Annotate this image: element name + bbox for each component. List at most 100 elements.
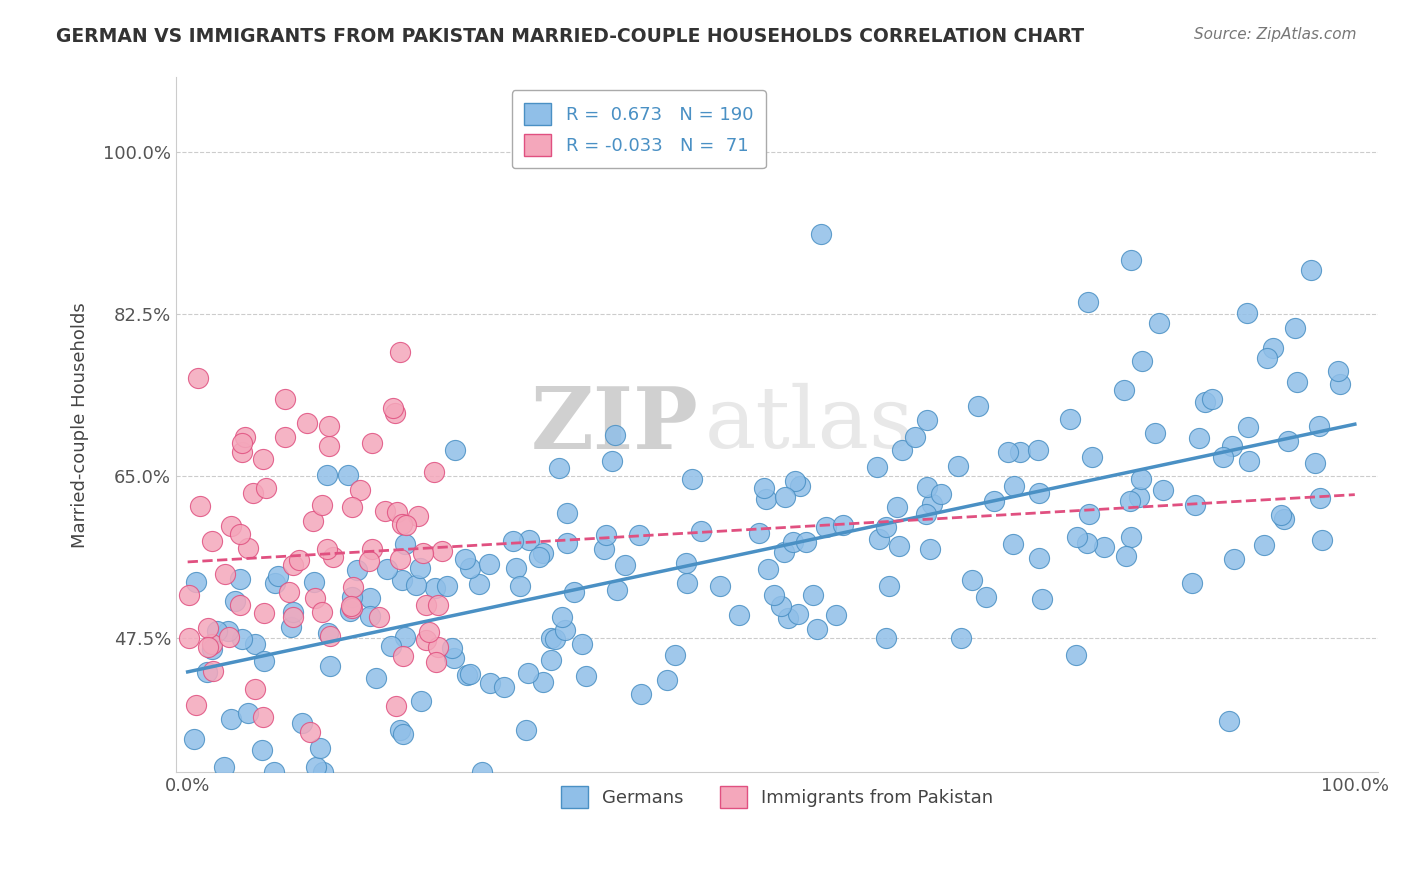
Point (440, 640, 463, 655)
Point (236, 541, 259, 556)
Point (915, 412, 938, 426)
Point (868, 532, 890, 546)
Point (252, 710, 274, 724)
Point (505, 560, 527, 574)
Point (494, 681, 516, 695)
Point (195, 665, 218, 680)
Point (1299, 262, 1322, 277)
Point (188, 499, 211, 513)
Point (229, 573, 252, 587)
Point (824, 607, 846, 622)
Point (794, 535, 817, 549)
Point (1188, 431, 1211, 445)
Point (266, 568, 288, 582)
Point (600, 454, 623, 468)
Point (1119, 530, 1142, 544)
Point (229, 527, 252, 541)
Point (664, 648, 686, 663)
Point (305, 760, 328, 774)
Point (1115, 549, 1137, 563)
Point (201, 637, 224, 651)
Text: ZIP: ZIP (531, 383, 699, 467)
Point (318, 439, 340, 453)
Point (783, 475, 806, 489)
Point (681, 471, 703, 485)
Point (1329, 376, 1351, 391)
Point (319, 659, 342, 673)
Point (709, 579, 731, 593)
Point (312, 765, 335, 780)
Point (184, 698, 207, 712)
Point (478, 558, 501, 572)
Point (763, 588, 786, 602)
Point (605, 428, 627, 442)
Point (502, 534, 524, 549)
Point (315, 542, 337, 557)
Point (929, 487, 952, 501)
Point (273, 430, 295, 444)
Point (509, 578, 531, 592)
Point (387, 505, 409, 519)
Point (342, 580, 364, 594)
Point (359, 591, 381, 605)
Point (1286, 375, 1309, 389)
Point (311, 606, 333, 620)
Point (997, 445, 1019, 459)
Point (575, 669, 598, 683)
Point (1184, 498, 1206, 512)
Point (299, 725, 322, 739)
Point (1128, 491, 1150, 505)
Point (233, 430, 256, 444)
Point (184, 575, 207, 590)
Point (179, 588, 201, 602)
Point (456, 668, 478, 682)
Point (810, 227, 832, 241)
Point (516, 666, 538, 681)
Point (304, 591, 326, 606)
Point (183, 732, 205, 747)
Point (562, 584, 585, 599)
Point (224, 594, 246, 608)
Point (291, 716, 314, 731)
Point (1309, 491, 1331, 505)
Point (1010, 445, 1032, 459)
Point (1253, 538, 1275, 552)
Point (231, 445, 253, 459)
Point (412, 546, 434, 560)
Point (458, 561, 481, 575)
Point (831, 518, 853, 533)
Point (340, 599, 363, 614)
Point (201, 664, 224, 678)
Point (395, 518, 418, 533)
Point (772, 545, 794, 559)
Point (426, 640, 449, 654)
Y-axis label: Married-couple Households: Married-couple Households (72, 301, 89, 548)
Point (921, 497, 943, 511)
Point (409, 694, 432, 708)
Point (887, 539, 910, 553)
Point (392, 726, 415, 740)
Point (1237, 454, 1260, 468)
Point (430, 544, 453, 558)
Point (368, 610, 391, 624)
Point (555, 536, 578, 550)
Point (515, 723, 537, 737)
Point (630, 687, 652, 701)
Point (454, 552, 477, 566)
Point (361, 436, 384, 450)
Point (557, 506, 579, 520)
Point (357, 554, 380, 568)
Point (755, 491, 778, 506)
Point (478, 676, 501, 690)
Point (281, 605, 304, 619)
Point (443, 443, 465, 458)
Point (1143, 426, 1166, 441)
Point (254, 481, 277, 495)
Point (281, 610, 304, 624)
Point (364, 671, 387, 685)
Point (297, 416, 319, 430)
Point (1066, 530, 1088, 544)
Point (340, 591, 363, 605)
Point (1112, 383, 1135, 397)
Point (263, 575, 285, 590)
